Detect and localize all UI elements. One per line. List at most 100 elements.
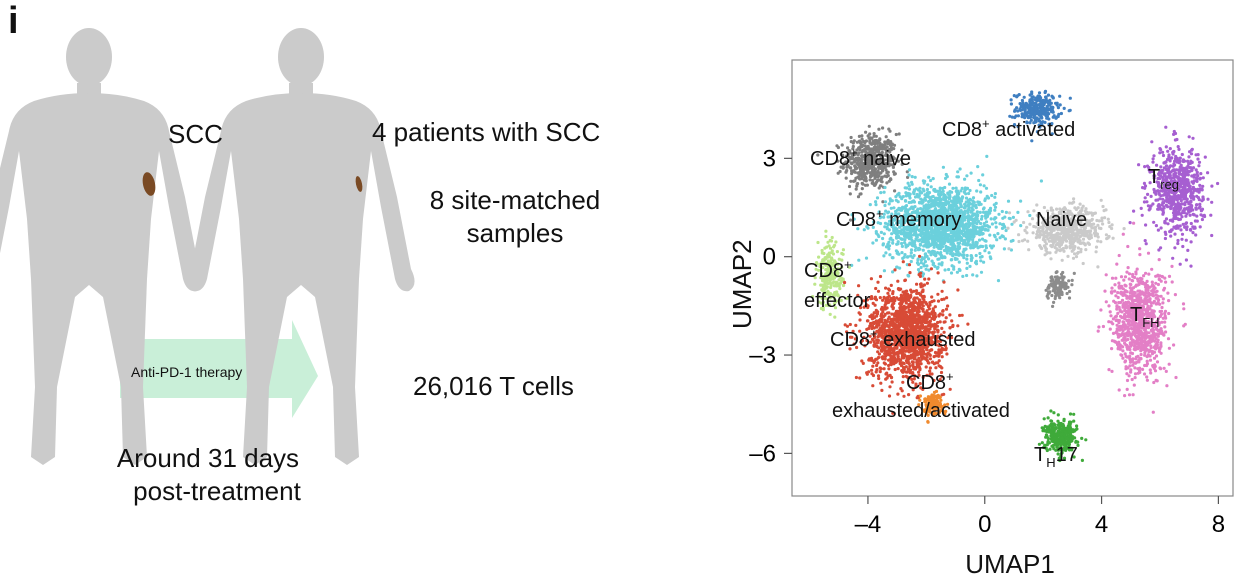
point [936, 361, 940, 365]
point [1160, 207, 1164, 211]
point [1029, 118, 1033, 122]
point [884, 168, 888, 172]
point [1172, 199, 1176, 203]
point [1180, 232, 1185, 236]
point [885, 181, 889, 185]
point [835, 250, 840, 254]
point [1050, 94, 1054, 98]
point [1055, 101, 1059, 105]
point [982, 184, 986, 188]
point [964, 232, 969, 236]
point [912, 191, 916, 195]
point [873, 167, 877, 171]
point [925, 264, 929, 268]
point [1154, 198, 1158, 202]
point [1043, 89, 1048, 93]
point [896, 392, 900, 396]
point [905, 192, 910, 196]
point [937, 313, 941, 317]
point [857, 284, 861, 288]
point [882, 269, 887, 273]
point [979, 259, 983, 263]
point [1023, 116, 1027, 120]
point [1181, 222, 1185, 226]
point [1087, 222, 1091, 226]
point [931, 177, 935, 181]
point [1137, 163, 1141, 167]
lesion-post [355, 176, 363, 192]
point [1193, 225, 1197, 229]
point [816, 153, 820, 157]
point [1176, 238, 1180, 243]
point [970, 214, 974, 218]
point [1073, 252, 1077, 256]
point [944, 202, 948, 206]
point [1158, 197, 1162, 201]
point [892, 143, 897, 147]
point [896, 367, 900, 371]
point [913, 175, 917, 179]
point [904, 199, 908, 203]
point [1044, 95, 1048, 99]
point [1068, 96, 1072, 100]
point [1186, 184, 1190, 188]
point [883, 185, 887, 190]
point [1051, 243, 1055, 247]
point [840, 155, 845, 160]
point [888, 177, 893, 181]
point [983, 198, 987, 203]
point [889, 148, 893, 152]
point [1041, 238, 1045, 242]
point [909, 248, 914, 252]
point [849, 140, 853, 144]
point [884, 377, 888, 381]
cluster-cd8_naive [816, 124, 910, 222]
point [887, 202, 891, 206]
point [1008, 114, 1012, 118]
point [1151, 157, 1155, 161]
point [964, 187, 968, 191]
point [949, 271, 954, 275]
point [878, 157, 882, 161]
point [1185, 227, 1189, 232]
point [816, 240, 820, 245]
point [871, 373, 876, 378]
point [1191, 174, 1195, 178]
point [914, 187, 918, 191]
point [829, 285, 833, 290]
point [1110, 226, 1114, 231]
point [925, 355, 929, 359]
point [1030, 110, 1034, 114]
point [842, 163, 846, 167]
point [978, 229, 983, 233]
point [996, 279, 1001, 283]
point [914, 289, 919, 293]
point [1090, 226, 1094, 230]
point [962, 206, 966, 210]
point [983, 249, 987, 253]
point [989, 217, 993, 221]
point [1021, 103, 1025, 107]
point [1163, 199, 1167, 203]
point [1107, 234, 1111, 239]
point [911, 243, 915, 248]
point [1027, 248, 1031, 252]
point [924, 252, 928, 256]
point [926, 183, 930, 187]
point [875, 368, 879, 372]
point [1210, 233, 1214, 238]
point [855, 140, 860, 144]
point [1197, 188, 1202, 192]
point [848, 151, 852, 155]
point [944, 176, 948, 180]
point [865, 371, 869, 375]
point [1163, 221, 1167, 225]
point [954, 186, 958, 190]
point [1164, 168, 1169, 172]
point [1029, 115, 1033, 119]
point [869, 136, 873, 140]
point [871, 179, 875, 183]
point [862, 162, 866, 166]
point [1037, 91, 1042, 95]
point [1043, 245, 1047, 249]
